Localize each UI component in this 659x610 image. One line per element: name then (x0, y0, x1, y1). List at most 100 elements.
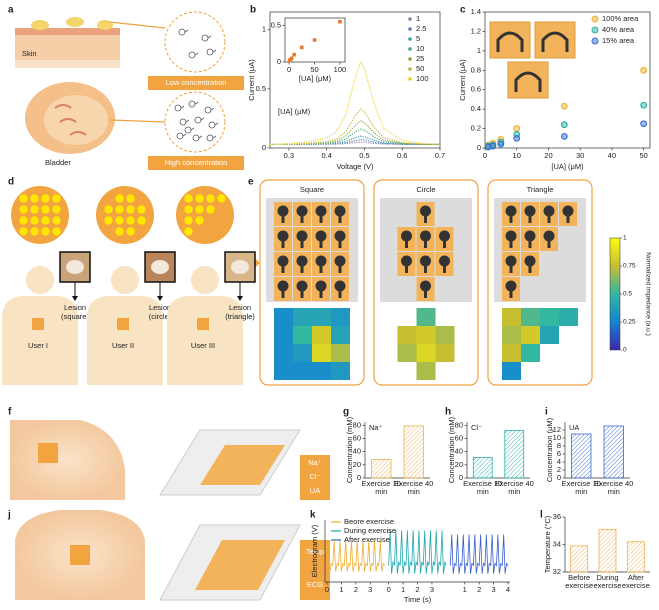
y-tick-label: 60 (353, 433, 361, 442)
legend-marker (408, 67, 412, 71)
lesion-label: Lesion (64, 303, 86, 312)
body (2, 296, 78, 385)
electrode-dot (184, 216, 193, 225)
inset-point (312, 38, 317, 42)
label-box (148, 76, 244, 90)
y-tick-label: 0.5 (271, 20, 281, 29)
y-tick-label: 0.5 (256, 84, 266, 93)
bladder-label: Bladder (45, 158, 71, 167)
x-axis-label: Time (s) (404, 595, 432, 604)
electrode (496, 31, 524, 52)
electrode (315, 205, 327, 217)
legend-label: 5 (416, 34, 420, 43)
colorbar (609, 237, 621, 351)
electrode-dot (19, 205, 28, 214)
molecule-bond (185, 119, 190, 123)
heatmap-cell (521, 344, 540, 362)
molecule-bond (200, 117, 205, 121)
electrode-stem (319, 240, 323, 248)
x-tick-label: Exercise 10 min (361, 480, 401, 496)
sensor-label: ECG (307, 580, 323, 589)
gland (97, 20, 113, 30)
zoom-circle (164, 91, 226, 153)
x-tick-label-box: Exercise 40 min (495, 480, 534, 495)
y-tick-label: 0.4 (471, 104, 481, 113)
sensor-label: Cl⁻ (309, 472, 320, 481)
x-tick-label: 50 (639, 151, 647, 160)
point (489, 142, 497, 150)
molecule-bond (198, 135, 203, 139)
electrode (541, 31, 569, 52)
heatmap-cell (416, 308, 436, 326)
y-axis-label: Current (μA) (247, 59, 256, 101)
bladder-inner (44, 95, 108, 145)
arrow-head (72, 296, 78, 301)
electrode (420, 205, 431, 217)
head (26, 266, 54, 294)
patch (197, 318, 209, 330)
electrode-dot (41, 216, 50, 225)
inset-point (299, 45, 304, 50)
heatmap-cell (293, 308, 312, 326)
molecule-bond (212, 49, 217, 53)
arrow-head (237, 296, 243, 301)
x-tick-label-box: During exercise (594, 574, 622, 589)
legend-label: 15% area (602, 36, 635, 45)
skin-base (15, 60, 120, 68)
x-tick-label: 2 (477, 585, 481, 594)
electrode (334, 255, 346, 267)
head (191, 266, 219, 294)
label-box (148, 156, 244, 170)
heatmap-cell (274, 362, 293, 380)
electrode-stem (566, 215, 570, 223)
electrode-stem (547, 215, 551, 223)
heatmap-cell (521, 326, 540, 344)
x-tick-label: 1 (463, 585, 467, 594)
electrode (439, 255, 450, 267)
electrode-stem (443, 240, 446, 248)
y-tick-label: 0 (459, 473, 463, 482)
electrode (401, 255, 412, 267)
chart-label: UA (569, 423, 579, 432)
x-tick-label-box: Exercise 10 min (361, 480, 401, 496)
x-tick-label: Exercise 40 min (594, 480, 634, 496)
heatmap-cell (416, 362, 436, 380)
electrode-dot (137, 216, 146, 225)
point (497, 140, 505, 148)
legend-label: 10 (416, 44, 424, 53)
electrode-dot (30, 216, 39, 225)
point (560, 132, 568, 140)
electrode-stem (509, 290, 513, 298)
y-axis-label: Current (μA) (458, 59, 467, 101)
electrode (277, 230, 289, 242)
panel-label: i (545, 407, 548, 418)
series-line (269, 60, 441, 146)
molecule-bond (210, 107, 215, 111)
plot-frame (284, 17, 346, 63)
x-tick-label: Exercise 40 min (394, 480, 434, 496)
electrode-dot (41, 194, 50, 203)
sensor-label: Na⁺ (308, 458, 322, 467)
electrode-stem (319, 215, 323, 223)
legend-label: 40% area (602, 25, 635, 34)
electrode (514, 71, 542, 92)
electrode-dot (217, 194, 226, 203)
electrode-stem (281, 240, 285, 248)
electrode-stem (509, 240, 513, 248)
point (560, 121, 568, 129)
electrode-stem (424, 290, 427, 298)
panel-f-art (10, 420, 330, 500)
sensor-label: UA (310, 486, 320, 495)
colorbar-label: Normalized impedance (a.u.) (644, 252, 651, 335)
electrode-dot (30, 227, 39, 236)
legend-marker (408, 37, 412, 41)
electrode-dot (126, 194, 135, 203)
panel-label: g (343, 407, 349, 418)
heatmap-cell (540, 326, 559, 344)
x-tick-label: 0.5 (359, 151, 369, 160)
arrow (109, 119, 166, 123)
x-tick-label: 10 (513, 151, 521, 160)
arrow-head (157, 296, 163, 301)
heatmap-cell (435, 326, 455, 344)
molecule-bond (212, 135, 217, 139)
